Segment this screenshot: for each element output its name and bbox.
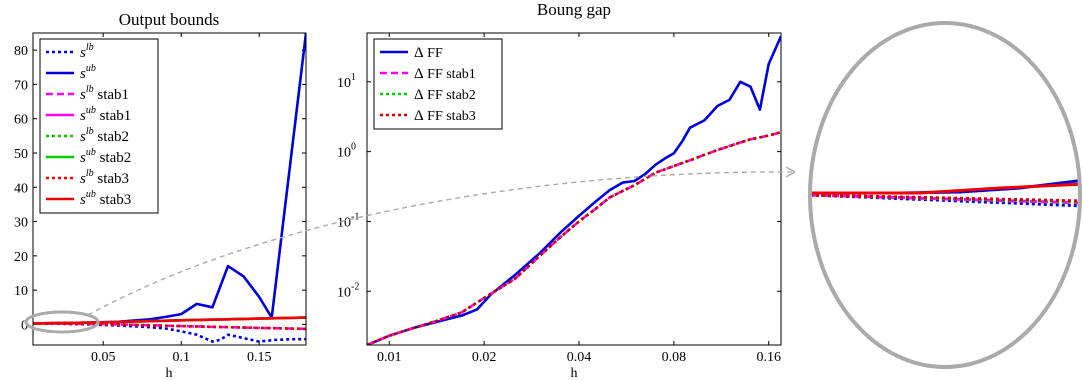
output-bounds-x-tick-labels: 0.05 0.1 0.15 <box>91 350 272 365</box>
legend-entry-label: slb stab3 <box>80 168 129 187</box>
y-tick-label-base: 10 <box>337 285 351 300</box>
y-tick-label-base: 10 <box>337 146 351 161</box>
bound-gap-panel: Boung gap 0.01 0.02 0.04 0.08 0.16 10 -210 -11… <box>337 0 782 380</box>
legend-entry-label: Δ FF <box>414 45 443 61</box>
y-tick-label: 50 <box>14 147 28 162</box>
output-bounds-series <box>33 33 306 343</box>
legend-entry-label: slb <box>80 42 94 61</box>
legend-entry-label: Δ FF stab1 <box>414 66 476 82</box>
output-bounds-axes-frame <box>32 32 307 346</box>
y-tick-label-exponent: -1 <box>351 211 359 222</box>
bound-gap-ticks <box>367 33 781 345</box>
output-bounds-ticks <box>33 33 306 345</box>
bound-gap-legend: Δ FF Δ FF stab1 Δ FF stab2 Δ FF stab3 <box>373 38 503 130</box>
series-line-1 <box>367 35 781 345</box>
y-tick-label: 10 -2 <box>337 281 359 300</box>
x-tick-label: 0.15 <box>247 350 272 365</box>
zoom-lower-bound-magenta-dashed <box>810 193 1080 205</box>
bound-gap-series <box>367 35 781 345</box>
y-tick-label: 10 <box>14 284 28 299</box>
legend-entry-label: Δ FF stab2 <box>414 87 476 103</box>
zoom-inset <box>808 21 1082 369</box>
zoom-lower-bound-blue-dotted <box>810 193 1080 208</box>
legend-entry-label: sub stab1 <box>80 105 131 124</box>
zoom-source-ellipse <box>24 310 100 334</box>
legend-entry-label: slb stab2 <box>80 126 129 145</box>
legend-entry-label: Δ FF stab3 <box>414 108 476 124</box>
series-line-3 <box>367 130 781 345</box>
y-tick-label: 10 -1 <box>337 211 359 230</box>
legend-entry-label: sub <box>80 63 96 82</box>
y-tick-label: 80 <box>14 44 28 59</box>
legend-entry-label: slb stab1 <box>80 84 129 103</box>
bound-gap-axes-frame <box>366 32 782 346</box>
legend-entry-label: sub stab2 <box>80 147 131 166</box>
y-tick-label-base: 10 <box>337 76 351 91</box>
y-tick-label: 10 0 <box>337 142 356 161</box>
y-tick-label-exponent: 1 <box>351 72 356 83</box>
y-tick-label: 10 1 <box>337 72 356 91</box>
y-tick-label: 70 <box>14 78 28 93</box>
zoom-connector-arrowhead <box>785 166 796 178</box>
series-line-2 <box>367 130 781 345</box>
x-tick-label: 0.05 <box>91 350 116 365</box>
y-tick-label-exponent: -2 <box>351 281 359 292</box>
y-tick-label: 20 <box>14 250 28 265</box>
y-tick-label-exponent: 0 <box>351 142 356 153</box>
legend-entry-label: sub stab3 <box>80 189 131 208</box>
series-line-8 <box>33 316 306 325</box>
y-tick-label: 60 <box>14 113 28 128</box>
series-line-4 <box>367 130 781 345</box>
output-bounds-legend: slb sub slb stab1 sub stab1 slb stab2 sub sta… <box>39 38 159 214</box>
output-bounds-panel: Output bounds 0.05 0.1 0.15 0 10 20 30 40 50 60 7… <box>14 10 307 380</box>
zoom-upper-bound-stab <box>810 182 1080 195</box>
legend-box <box>39 38 159 214</box>
y-tick-label: 40 <box>14 181 28 196</box>
x-tick-label: 0.01 <box>377 350 402 365</box>
x-tick-label: 0.08 <box>662 350 687 365</box>
legend-box <box>373 38 503 130</box>
output-bounds-x-label: h <box>166 366 173 380</box>
zoom-lower-bound-red-dotted <box>810 193 1080 203</box>
y-tick-label-base: 10 <box>337 215 351 230</box>
series-line-3 <box>33 322 306 331</box>
x-tick-label: 0.04 <box>567 350 592 365</box>
output-bounds-title: Output bounds <box>119 10 220 29</box>
x-tick-label: 0.02 <box>472 350 497 365</box>
bound-gap-x-label: h <box>571 366 578 380</box>
zoom-connector-arc <box>87 171 796 316</box>
bound-gap-title: Boung gap <box>537 0 611 19</box>
series-line-7 <box>33 322 306 331</box>
bound-gap-x-tick-labels: 0.01 0.02 0.04 0.08 0.16 <box>377 350 781 365</box>
x-tick-label: 0.16 <box>756 350 781 365</box>
x-tick-label: 0.1 <box>172 350 190 365</box>
output-bounds-y-tick-labels: 0 10 20 30 40 50 60 70 80 <box>14 44 28 333</box>
y-tick-label: 0 <box>21 318 28 333</box>
y-tick-label: 30 <box>14 216 28 231</box>
zoom-inset-ellipse <box>808 21 1082 369</box>
